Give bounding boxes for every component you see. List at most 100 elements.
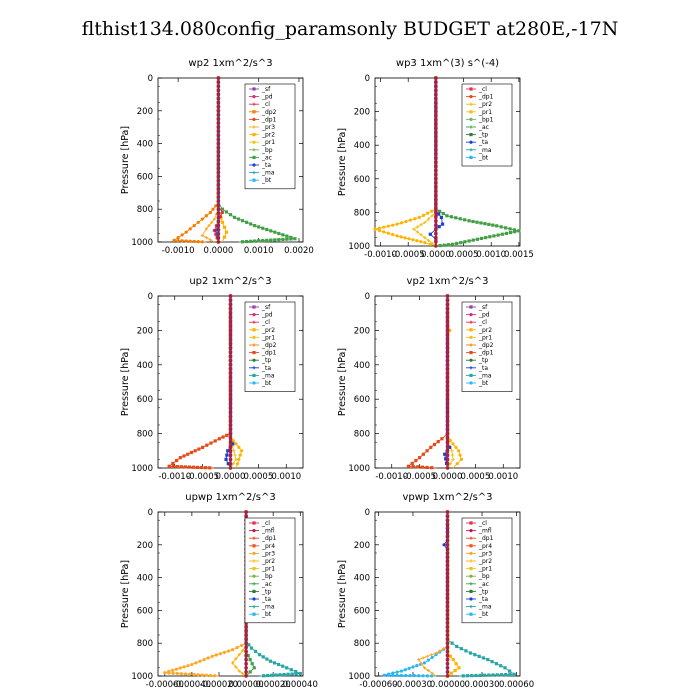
data-point xyxy=(218,652,222,656)
data-point xyxy=(192,672,196,677)
legend-marker xyxy=(252,551,256,556)
data-point xyxy=(230,648,235,652)
legend-marker xyxy=(469,529,473,533)
data-point xyxy=(289,237,293,241)
data-point xyxy=(208,210,212,215)
data-point xyxy=(471,238,475,242)
data-point xyxy=(468,651,473,655)
legend-entry: _ta xyxy=(478,596,488,603)
y-axis-label: Pressure [hPa] xyxy=(337,348,348,416)
data-point xyxy=(470,674,474,678)
data-point xyxy=(430,653,434,657)
legend-entry: _dp2 xyxy=(261,342,277,349)
data-point xyxy=(176,238,180,243)
data-point xyxy=(430,214,434,218)
data-point xyxy=(492,234,496,238)
data-point xyxy=(395,222,399,226)
data-point xyxy=(395,670,399,674)
data-point xyxy=(204,466,208,470)
series-line-pr3 xyxy=(417,512,448,677)
data-point xyxy=(430,655,434,660)
data-point xyxy=(188,672,192,676)
legend-entry: _pr3 xyxy=(261,550,275,557)
data-point xyxy=(261,238,265,243)
legend-marker xyxy=(252,110,256,114)
data-point xyxy=(495,224,499,228)
y-tick-label: 800 xyxy=(137,639,153,649)
data-point xyxy=(192,239,196,243)
data-point xyxy=(448,654,452,658)
legend-marker xyxy=(252,155,256,159)
y-tick-label: 200 xyxy=(354,108,370,118)
series-line-dp2 xyxy=(172,78,219,243)
data-point xyxy=(448,445,452,449)
data-point xyxy=(184,230,188,234)
legend-entry: _bt xyxy=(478,611,489,618)
legend-entry: _tp xyxy=(478,357,488,364)
data-point xyxy=(192,224,196,228)
data-point xyxy=(465,674,470,678)
data-point xyxy=(475,237,479,241)
data-point xyxy=(474,673,478,678)
legend-entry: _bp xyxy=(261,147,273,154)
legend: _cl_mfl_dp1_pr4_pr3_pr2_pr1_bp_ac_tp_ta_… xyxy=(461,517,513,624)
data-point xyxy=(204,227,208,231)
y-axis-label: Pressure [hPa] xyxy=(120,126,131,194)
y-tick-label: 800 xyxy=(354,208,370,218)
data-point xyxy=(240,219,245,223)
data-point xyxy=(386,224,390,228)
data-point xyxy=(196,673,200,677)
data-point xyxy=(440,222,445,226)
legend-entry: _dp1 xyxy=(478,350,494,357)
data-point xyxy=(171,461,175,466)
data-point xyxy=(449,215,453,219)
data-point xyxy=(188,239,192,243)
data-point xyxy=(461,674,465,678)
data-point xyxy=(205,443,209,447)
data-point xyxy=(464,649,468,653)
data-point xyxy=(196,220,200,224)
legend-marker xyxy=(469,343,473,347)
data-point xyxy=(422,661,427,665)
data-point xyxy=(419,240,423,244)
data-point xyxy=(483,222,487,226)
data-point xyxy=(430,671,434,675)
legend-marker xyxy=(252,178,256,182)
legend-entry: _tp xyxy=(261,588,271,595)
data-point xyxy=(500,232,504,236)
legend-entry: _pr2 xyxy=(261,558,275,565)
legend-entry: _ac xyxy=(478,581,489,588)
data-point xyxy=(222,225,227,229)
legend-entry: _bt xyxy=(261,177,272,184)
data-point xyxy=(240,449,244,453)
data-point xyxy=(248,658,252,662)
x-tick-label: 0.00060 xyxy=(499,680,534,690)
data-point xyxy=(459,241,463,245)
data-point xyxy=(222,235,227,239)
data-point xyxy=(422,666,427,670)
data-point xyxy=(197,447,201,451)
data-point xyxy=(289,668,293,672)
data-point xyxy=(404,219,408,224)
data-point xyxy=(467,219,471,223)
data-point xyxy=(377,228,382,233)
data-point xyxy=(226,449,230,453)
data-point xyxy=(174,667,178,671)
data-point xyxy=(171,464,175,469)
data-point xyxy=(446,243,450,247)
x-tick-label: 0.0010 xyxy=(244,246,274,256)
data-point xyxy=(189,450,194,455)
y-tick-label: 600 xyxy=(354,606,370,616)
data-point xyxy=(239,643,244,647)
data-point xyxy=(430,241,434,245)
data-point xyxy=(415,664,419,668)
legend-marker xyxy=(469,366,473,370)
data-point xyxy=(202,658,206,662)
y-tick-label: 1000 xyxy=(131,672,153,682)
data-point xyxy=(262,674,266,678)
data-point xyxy=(473,653,477,657)
data-point xyxy=(417,215,421,220)
data-point xyxy=(481,656,486,660)
data-point xyxy=(265,227,269,232)
chart-title: upwp 1xm^2/s^3 xyxy=(185,492,275,503)
